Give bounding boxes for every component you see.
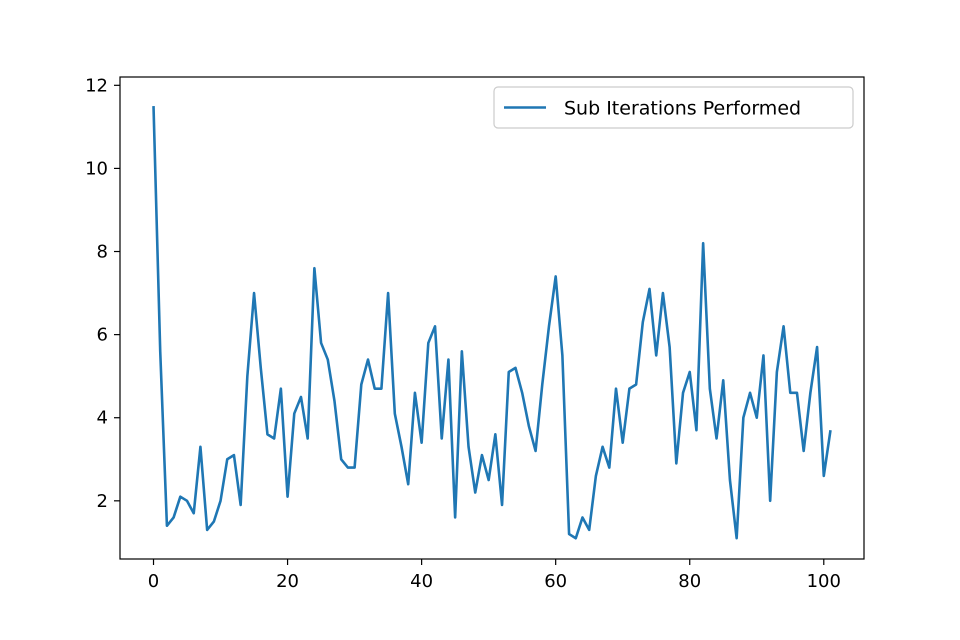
y-tick-label: 8	[97, 242, 108, 263]
y-tick-label: 12	[85, 75, 108, 96]
x-tick-label: 80	[678, 571, 701, 592]
x-tick-label: 60	[544, 571, 567, 592]
x-tick-label: 20	[276, 571, 299, 592]
legend: Sub Iterations Performed	[493, 86, 854, 129]
series-layer	[152, 106, 832, 540]
x-tick-label: 100	[807, 571, 841, 592]
y-tick-label: 2	[97, 491, 108, 512]
x-tick-label: 40	[410, 571, 433, 592]
legend-label: Sub Iterations Performed	[564, 98, 801, 120]
x-tick-label: 0	[148, 571, 159, 592]
y-tick-label: 4	[97, 408, 108, 429]
series-line-0	[152, 106, 832, 540]
y-tick-label: 10	[85, 158, 108, 179]
y-axis-ticks: 2 4 6 8 10 12	[85, 75, 120, 512]
y-tick-label: 6	[97, 325, 108, 346]
x-axis-ticks: 0 20 40 60 80 100	[148, 559, 841, 592]
legend-box	[493, 86, 854, 129]
plot-area-frame	[119, 76, 865, 560]
